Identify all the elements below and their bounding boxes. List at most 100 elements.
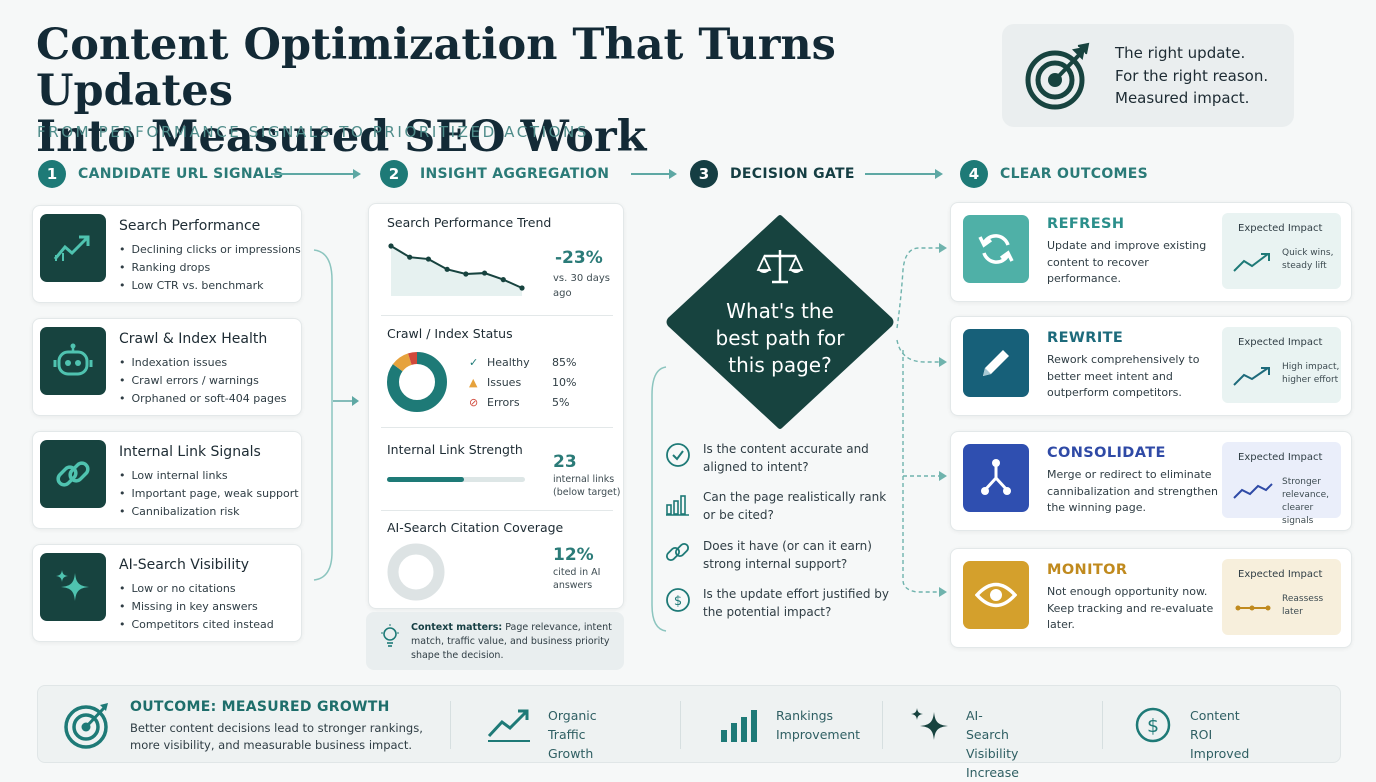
link-icon — [665, 542, 690, 562]
flow-arrow — [271, 169, 361, 179]
question-line: Is the content accurate and — [703, 442, 869, 456]
outcome-title: CONSOLIDATE — [1047, 445, 1166, 461]
decision-diamond — [666, 215, 894, 429]
impact-text: Reassess later — [1282, 593, 1323, 619]
step-label: CANDIDATE URL SIGNALS — [78, 166, 284, 182]
desc-line: Update and improve existing — [1047, 239, 1207, 252]
strip-line: Better content decisions lead to stronge… — [130, 721, 423, 735]
refresh-icon — [963, 215, 1029, 283]
ai-note: cited in AI answers — [553, 566, 600, 592]
trend-point — [444, 266, 450, 272]
crawl-row-issues: ▲ Issues — [469, 373, 530, 393]
divider — [882, 701, 883, 749]
divider — [680, 701, 681, 749]
flow-arrow — [865, 169, 943, 179]
ai-note-line-2: answers — [553, 580, 593, 591]
sparkle-icon — [40, 553, 106, 621]
outcome-desc: Merge or redirect to eliminate cannibaliz… — [1047, 467, 1225, 517]
decision-line-2: best path for — [715, 326, 845, 350]
strip-line: more visibility, and measurable business… — [130, 738, 413, 752]
question-4: $ Is the update effort justified by the p… — [665, 585, 895, 625]
trend-title: Search Performance Trend — [387, 215, 552, 230]
signal-list: Low internal linksImportant page, weak s… — [119, 467, 299, 521]
impact-line: Quick wins, — [1282, 248, 1334, 258]
ai-donut — [387, 543, 445, 601]
trend-points — [388, 243, 525, 291]
question-3: Does it have (or can it earn) strong inte… — [665, 537, 895, 577]
question-text: Can the page realistically rank or be cit… — [703, 488, 903, 524]
signal-card-search-performance: Search Performance Declining clicks or i… — [32, 205, 302, 303]
ai-track — [387, 543, 445, 601]
metric-line: Rankings — [776, 708, 834, 723]
signal-title: Internal Link Signals — [119, 444, 261, 460]
outcome-desc: Not enough opportunity now. Keep tracking… — [1047, 584, 1225, 634]
dollar-circle-icon: $ — [666, 588, 690, 612]
signal-title: Search Performance — [119, 218, 261, 234]
impact-box: Expected Impact High impact, higher effor… — [1222, 327, 1341, 403]
ai-title: AI-Search Citation Coverage — [387, 520, 564, 535]
signal-card-ai-search: AI-Search Visibility Low or no citations… — [32, 544, 302, 642]
crawl-values: 85% 10% 5% — [552, 353, 576, 413]
strip-title: OUTCOME: MEASURED GROWTH — [130, 699, 390, 715]
crawl-title: Crawl / Index Status — [387, 326, 513, 341]
wave-trend-icon — [1233, 483, 1273, 499]
question-line: the potential impact? — [703, 605, 832, 619]
decision-line-1: What's the — [726, 299, 834, 323]
motto-line-2: For the right reason. — [1115, 66, 1269, 85]
desc-line: Rework comprehensively to — [1047, 353, 1200, 366]
links-note: internal links (below target) — [553, 473, 620, 499]
target-icon — [64, 703, 108, 749]
trend-note-line-1: vs. 30 days — [553, 273, 610, 284]
desc-line: Merge or redirect to eliminate — [1047, 468, 1212, 481]
links-note-line-2: (below target) — [553, 487, 621, 498]
metric-line: Improvement — [776, 727, 861, 742]
list-item: Low internal links — [119, 467, 299, 485]
signal-title: AI-Search Visibility — [119, 557, 249, 573]
signal-list: Indexation issuesCrawl errors / warnings… — [119, 354, 287, 408]
divider — [381, 510, 613, 511]
desc-line: later. — [1047, 618, 1075, 631]
metric-line: Content ROI — [1190, 708, 1240, 742]
question-line: or be cited? — [703, 508, 774, 522]
question-line: Is the update effort justified by — [703, 587, 889, 601]
motto-text: The right update. For the right reason. … — [1115, 42, 1268, 110]
list-item: Missing in key answers — [119, 598, 274, 616]
target-icon — [1025, 42, 1090, 110]
list-item: Low CTR vs. benchmark — [119, 277, 301, 295]
questions-bracket — [651, 366, 667, 632]
divider — [381, 427, 613, 428]
title-line-1: Content Optimization That Turns Updates — [36, 20, 836, 116]
context-text: Context matters: Page relevance, intent … — [411, 621, 612, 663]
motto-line-3: Measured impact. — [1115, 89, 1250, 107]
list-item: Competitors cited instead — [119, 616, 274, 634]
question-1: Is the content accurate and aligned to in… — [665, 440, 895, 480]
impact-line: higher effort — [1282, 375, 1339, 385]
signal-card-internal-links: Internal Link Signals Low internal links… — [32, 431, 302, 529]
outcome-monitor: MONITOR Not enough opportunity now. Keep … — [950, 548, 1352, 648]
crawl-row-healthy: ✓ Healthy — [469, 353, 530, 373]
links-title: Internal Link Strength — [387, 442, 523, 457]
metric-text: Content ROI Improved — [1190, 706, 1249, 763]
context-line-3: shape the decision. — [411, 650, 504, 661]
motto-box: The right update. For the right reason. … — [1002, 24, 1294, 127]
metric-line: Organic Traffic — [548, 708, 597, 742]
step-number: 1 — [38, 160, 66, 188]
metric-text: Rankings Improvement — [776, 706, 860, 744]
dollar-circle-icon: $ — [1135, 707, 1171, 743]
ai-value: 12% — [553, 545, 594, 565]
question-2: Can the page realistically rank or be cit… — [665, 488, 895, 528]
trend-area — [391, 246, 522, 296]
bar-chart-icon — [721, 710, 757, 742]
links-note-line-1: internal links — [553, 474, 615, 485]
divider — [450, 701, 451, 749]
step-3: 3 DECISION GATE — [690, 160, 855, 188]
trend-value: -23% — [555, 248, 603, 268]
divider — [381, 315, 613, 316]
title-line-2: Into Measured SEO Work — [36, 112, 647, 162]
sparkle-icon — [911, 708, 948, 740]
crawl-donut — [387, 352, 447, 412]
crawl-slice-errors — [387, 352, 447, 412]
metric-line: AI-Search Visibility — [966, 708, 1019, 761]
desc-line: Not enough opportunity now. — [1047, 585, 1208, 598]
outcome-consolidate: CONSOLIDATE Merge or redirect to elimina… — [950, 431, 1352, 531]
